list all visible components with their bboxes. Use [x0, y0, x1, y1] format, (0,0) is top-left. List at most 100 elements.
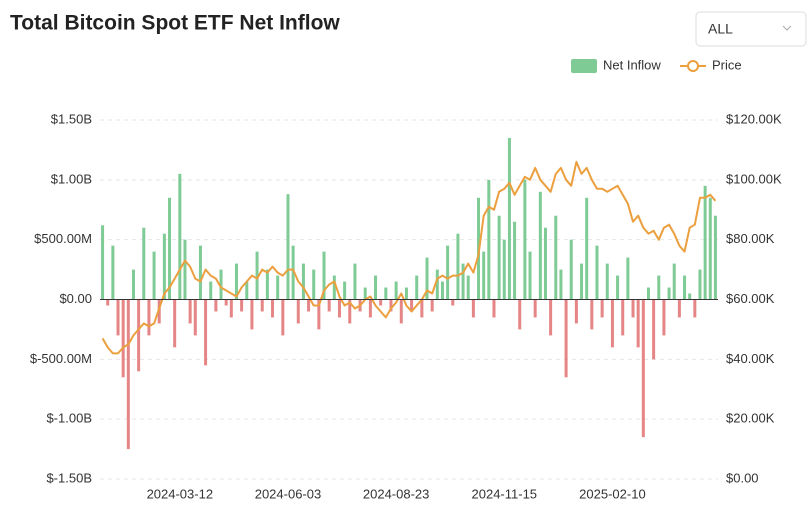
bar — [667, 287, 671, 300]
bar — [327, 299, 331, 312]
y-tick-label: $-1.50B — [46, 470, 92, 485]
bar — [569, 239, 573, 300]
bar — [152, 251, 156, 300]
bar — [348, 299, 352, 324]
bar — [229, 299, 233, 318]
bar — [265, 269, 269, 300]
legend-swatch[interactable] — [687, 60, 699, 72]
bar — [389, 299, 393, 312]
bar — [693, 299, 697, 318]
bar — [430, 299, 434, 312]
bar — [435, 269, 439, 300]
bar — [271, 299, 275, 318]
bar — [101, 225, 105, 300]
bar — [590, 299, 594, 330]
bar — [121, 299, 125, 378]
y-tick-label: $-1.00B — [46, 411, 92, 426]
y-tick-label: $0.00 — [59, 291, 92, 306]
dropdown-arrow[interactable] — [782, 25, 792, 31]
x-tick-label: 2024-08-23 — [363, 486, 430, 501]
bar — [415, 275, 419, 300]
bar — [301, 263, 305, 300]
bar — [636, 299, 640, 348]
bar — [585, 197, 589, 300]
bar — [224, 299, 228, 306]
bar — [276, 275, 280, 300]
bar — [461, 263, 465, 300]
bar — [250, 299, 254, 330]
bar — [492, 299, 496, 318]
bar — [528, 251, 532, 300]
bar — [641, 299, 645, 438]
bar — [183, 239, 187, 300]
bar — [137, 299, 141, 372]
bar — [106, 299, 110, 306]
bar — [440, 281, 444, 300]
bar — [255, 251, 259, 300]
bar — [600, 299, 604, 318]
bar — [214, 299, 218, 312]
bar — [307, 299, 311, 312]
y-tick-label: $1.50B — [51, 111, 92, 126]
bar — [549, 299, 553, 336]
bar — [631, 299, 635, 318]
bar — [688, 293, 692, 300]
x-tick-label: 2024-11-15 — [472, 486, 538, 501]
bar — [708, 197, 712, 300]
bar — [471, 299, 475, 318]
y2-tick-label: $80.00K — [726, 231, 775, 246]
bar — [363, 287, 367, 300]
bar — [683, 275, 687, 300]
bar — [543, 227, 547, 300]
bar — [173, 299, 177, 348]
bar — [574, 299, 578, 324]
legend-swatch[interactable] — [571, 59, 597, 73]
bar — [456, 233, 460, 300]
bar — [626, 257, 630, 300]
legend-label[interactable]: Net Inflow — [603, 57, 661, 72]
bar — [518, 299, 522, 330]
bar — [188, 299, 192, 324]
bar — [677, 299, 681, 318]
bar — [595, 245, 599, 300]
bar — [343, 281, 347, 300]
y-tick-label: $500.00M — [34, 231, 92, 246]
bar — [162, 233, 166, 300]
bar — [204, 299, 208, 366]
bar — [487, 179, 491, 300]
bar — [234, 263, 238, 300]
y-tick-label: $-500.00M — [30, 351, 92, 366]
bar — [281, 299, 285, 336]
chart-title: Total Bitcoin Spot ETF Net Inflow — [10, 12, 340, 35]
bar — [605, 263, 609, 300]
bar — [399, 299, 403, 324]
bar — [425, 257, 429, 300]
bar — [497, 215, 501, 300]
bar — [116, 299, 120, 336]
y2-tick-label: $40.00K — [726, 351, 775, 366]
bar — [193, 299, 197, 336]
bar — [672, 263, 676, 300]
bar — [410, 299, 414, 312]
y2-tick-label: $20.00K — [726, 411, 775, 426]
y2-tick-label: $120.00K — [726, 111, 782, 126]
bar — [147, 299, 151, 336]
bar — [131, 269, 135, 300]
y-tick-label: $1.00B — [51, 171, 92, 186]
x-tick-label: 2024-03-12 — [147, 486, 214, 501]
y2-tick-label: $100.00K — [726, 171, 782, 186]
bar — [466, 275, 470, 300]
bar — [580, 263, 584, 300]
bar — [332, 275, 336, 300]
bar — [337, 299, 341, 318]
bar — [538, 191, 542, 300]
range-value[interactable]: ALL — [708, 21, 733, 37]
price-line — [101, 160, 717, 355]
range-dropdown[interactable] — [695, 11, 807, 47]
bar — [198, 245, 202, 300]
bar — [178, 173, 182, 300]
legend-label[interactable]: Price — [712, 57, 742, 72]
bar — [698, 269, 702, 300]
